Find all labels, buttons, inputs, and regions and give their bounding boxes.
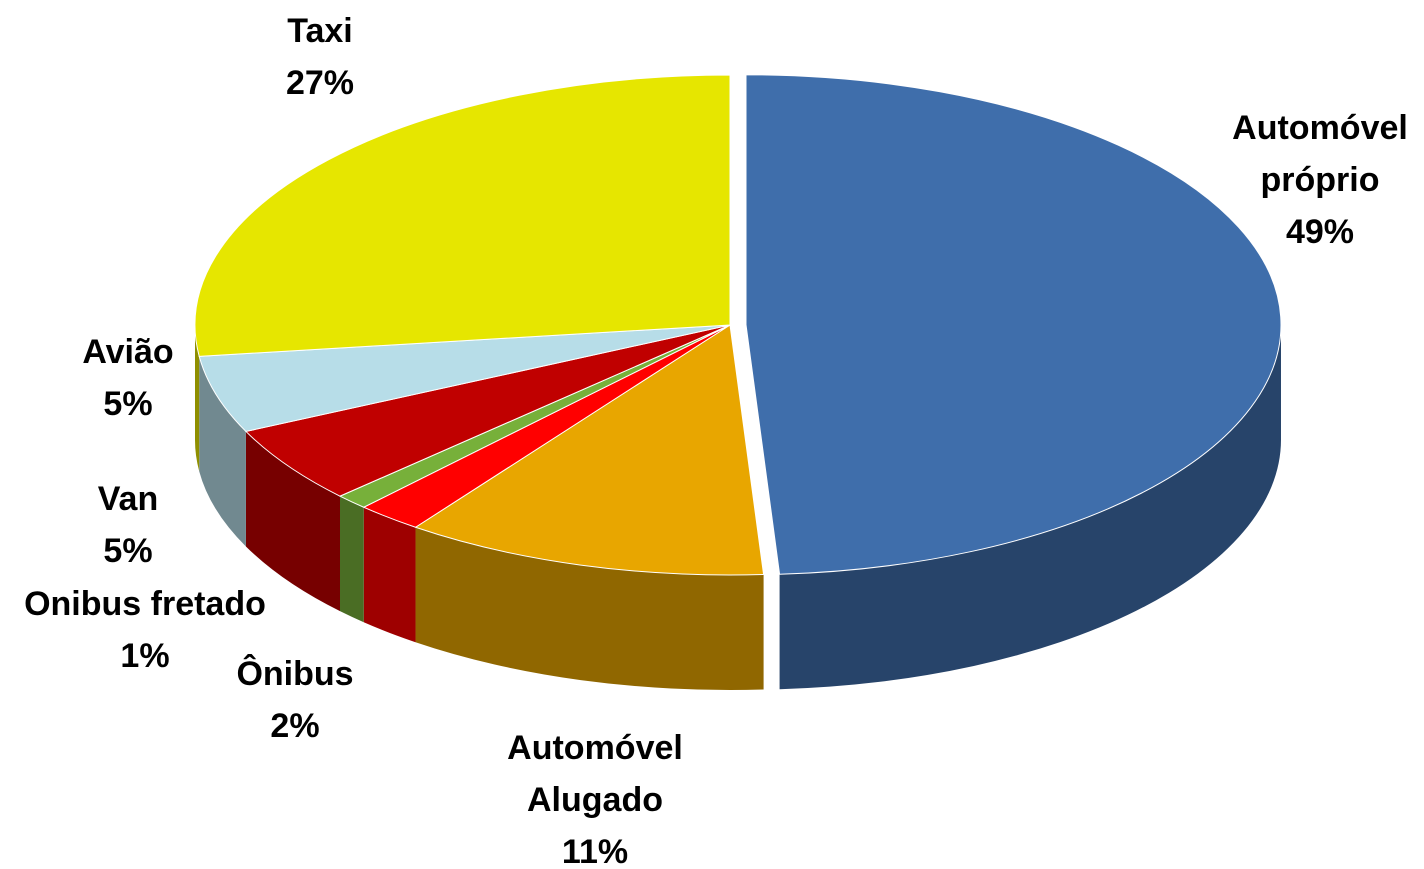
slice-label: Ônibus 2% <box>145 648 445 752</box>
slice <box>244 324 731 497</box>
slice-label: Van 5% <box>0 473 278 577</box>
slice-side <box>195 325 200 472</box>
slice <box>198 324 731 432</box>
slice <box>745 74 1282 575</box>
value-label: 5% <box>103 385 153 423</box>
value-label: 27% <box>285 64 355 102</box>
value-label: 2% <box>270 707 320 745</box>
slice-side <box>363 507 416 643</box>
slice-label: Onibus fretado 1% <box>0 578 295 682</box>
slice-label: Automóvel Alugado 11% <box>485 722 705 869</box>
category-label: Ônibus <box>236 655 354 693</box>
value-label: 11% <box>561 833 629 869</box>
slice <box>194 74 731 357</box>
category-label: Onibus fretado <box>24 585 266 623</box>
category-label: Automóvel Alugado <box>507 729 683 819</box>
category-label: Avião <box>82 333 174 371</box>
value-label: 5% <box>103 532 153 570</box>
slice-label: Automóvel próprio 49% <box>1210 102 1424 258</box>
category-label: Taxi <box>287 12 353 50</box>
slice-label: Taxi 27% <box>170 5 470 109</box>
value-label: 49% <box>1285 213 1355 251</box>
slice-side <box>340 496 364 623</box>
category-label: Automóvel próprio <box>1232 109 1408 199</box>
slice-side <box>245 431 341 612</box>
slice-label: Avião 5% <box>0 326 278 430</box>
slice <box>414 324 765 576</box>
slice-side <box>199 356 246 547</box>
slice-side <box>415 527 764 690</box>
value-label: 1% <box>120 637 170 675</box>
category-label: Van <box>97 480 159 518</box>
slice-side <box>779 324 1281 690</box>
